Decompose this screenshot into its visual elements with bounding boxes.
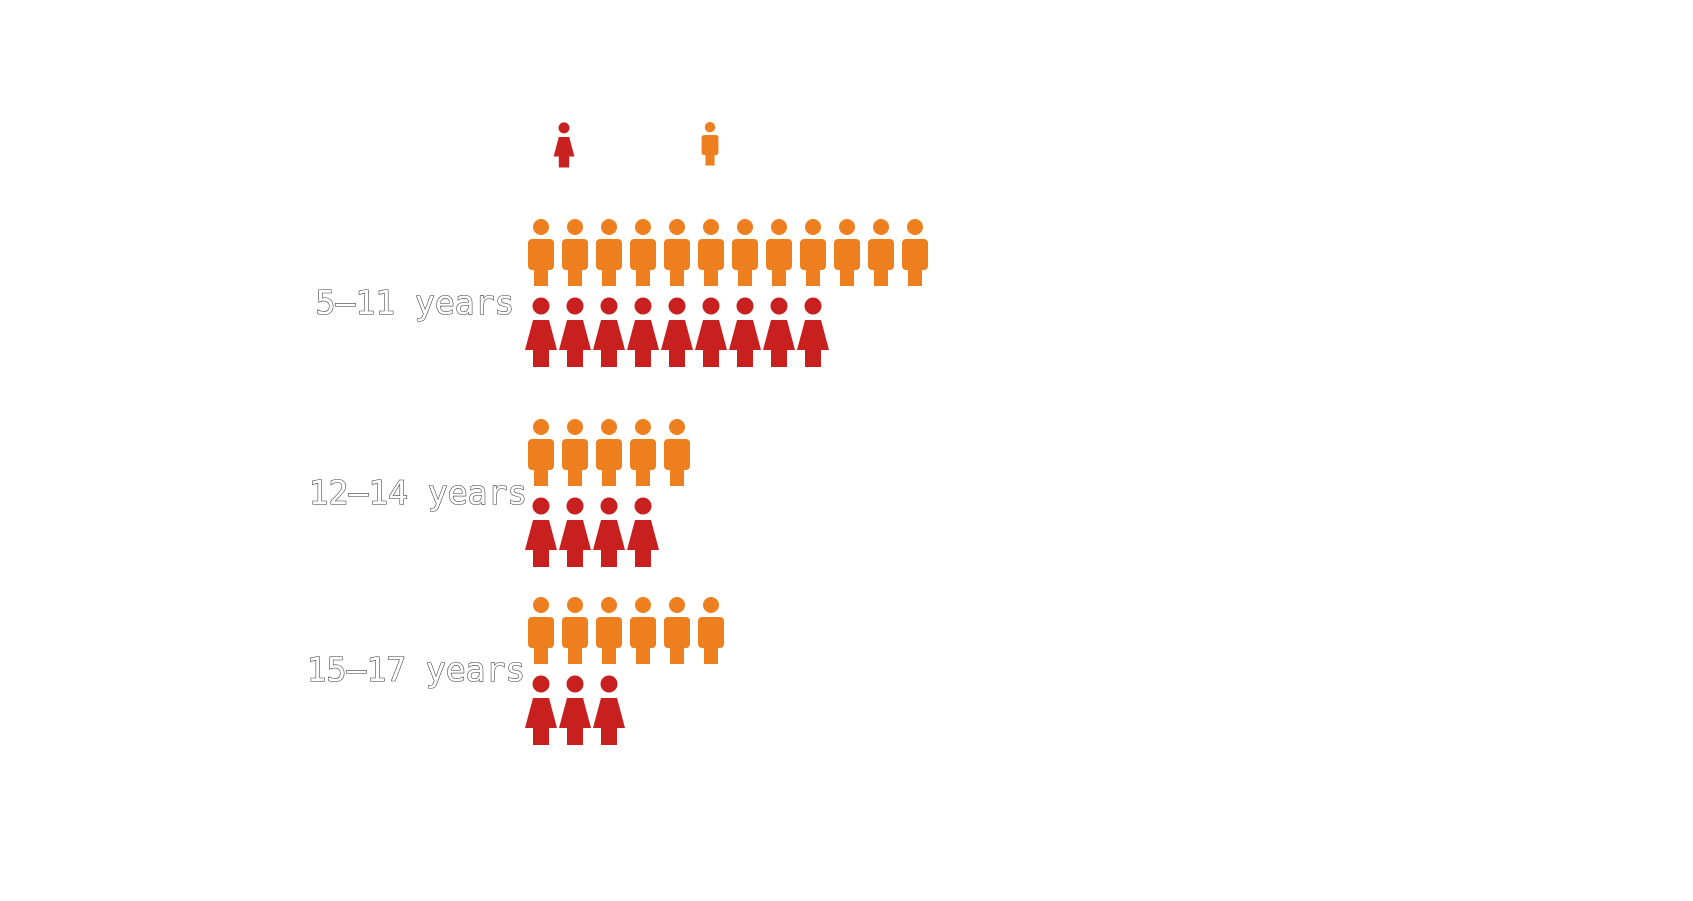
male-figure-icon [562,597,588,664]
female-figure-icon [627,297,659,367]
pictogram-rows: 5–11 years 12–14 years 15–17 years [306,219,928,745]
female-figure-icon [593,497,625,567]
female-figure-icon [593,297,625,367]
male-figure-icon [698,597,724,664]
legend [553,122,719,168]
category-group: 15–17 years [306,597,724,745]
male-figure-icon [562,419,588,486]
male-figure-icon [630,597,656,664]
female-figure-icon [661,297,693,367]
male-figure-icon [528,219,554,286]
female-figure-icon [729,297,761,367]
male-figure-icon [596,597,622,664]
male-figure-icon [834,219,860,286]
male-figure-icon [732,219,758,286]
male-figure-icon [528,419,554,486]
male-figure-icon [596,419,622,486]
female-figure-icon [559,675,591,745]
male-figure-icon [902,219,928,286]
female-figure-icon [525,497,557,567]
female-figure-icon [559,297,591,367]
category-label: 5–11 years [316,283,515,322]
legend-female-figure-icon [553,122,575,168]
male-figure-icon [664,597,690,664]
male-figure-icon [800,219,826,286]
category-label: 12–14 years [309,473,528,512]
female-figure-icon [763,297,795,367]
male-figure-icon [664,219,690,286]
male-figure-icon [630,419,656,486]
category-group: 12–14 years [308,419,690,567]
male-figure-icon [562,219,588,286]
female-figure-icon [559,497,591,567]
male-figure-icon [664,419,690,486]
female-figure-icon [797,297,829,367]
female-figure-icon [627,497,659,567]
male-figure-icon [596,219,622,286]
male-figure-icon [630,219,656,286]
female-figure-icon [525,297,557,367]
category-group: 5–11 years [315,219,928,367]
male-figure-icon [868,219,894,286]
male-figure-icon [766,219,792,286]
female-figure-icon [525,675,557,745]
male-figure-icon [528,597,554,664]
male-figure-icon [698,219,724,286]
female-figure-icon [695,297,727,367]
legend-male-figure-icon [701,122,719,166]
category-label: 15–17 years [307,650,526,689]
female-figure-icon [593,675,625,745]
